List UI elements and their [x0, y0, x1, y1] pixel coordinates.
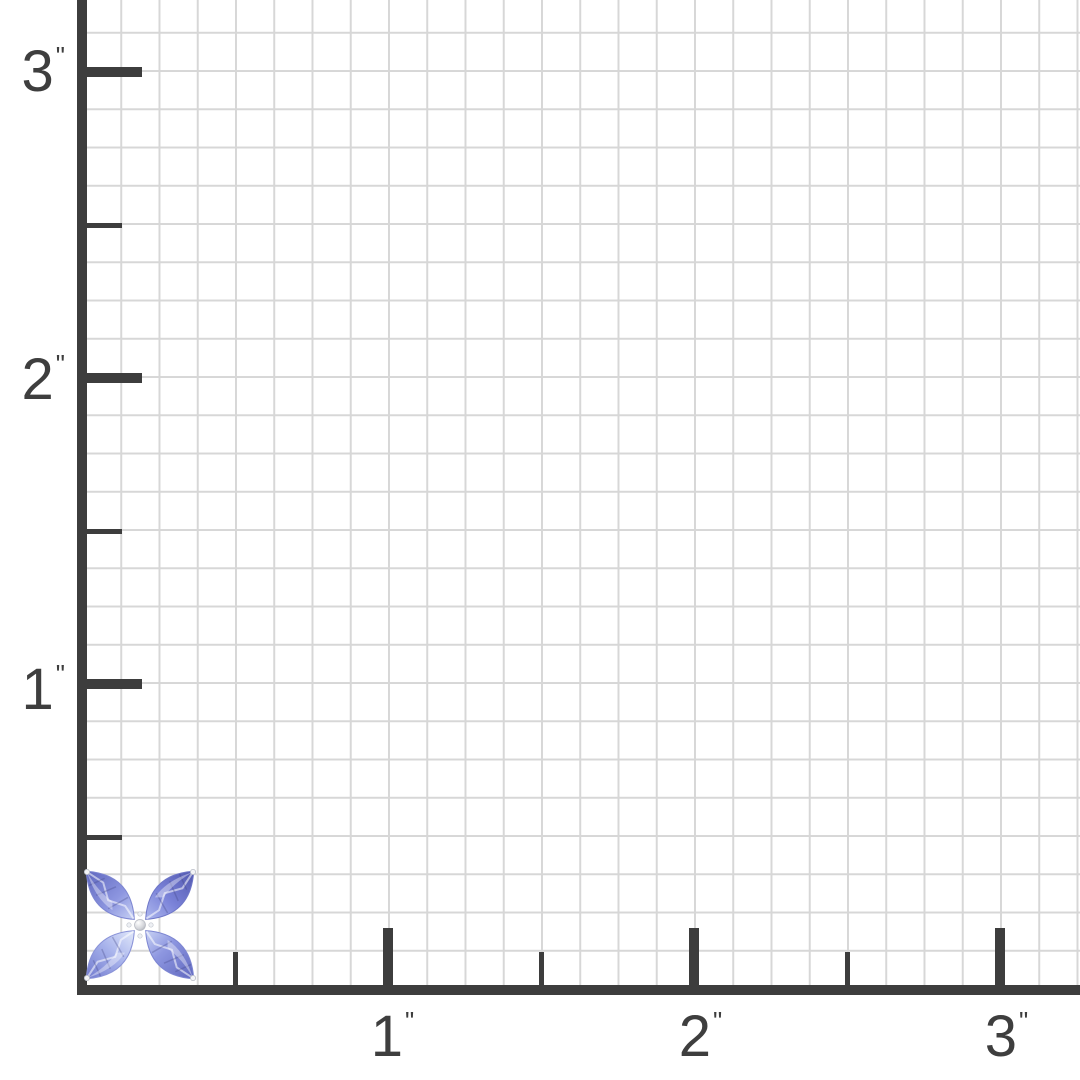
- y-axis-label-3in: 3": [22, 41, 66, 101]
- inch-mark: ": [713, 1006, 722, 1036]
- x-minor-tick-0-5in: [233, 952, 238, 985]
- x-major-tick-1in: [383, 928, 393, 985]
- x-axis-label-2in: 2": [630, 1008, 770, 1066]
- y-axis-label-2in-value: 2: [21, 347, 54, 412]
- y-major-tick-3in: [80, 67, 142, 77]
- y-axis-label-1in-value: 1: [21, 657, 54, 722]
- x-minor-tick-2-5in: [845, 952, 850, 985]
- x-axis-label-3in: 3": [936, 1008, 1076, 1066]
- y-major-tick-1in: [80, 679, 142, 689]
- inch-mark: ": [55, 41, 65, 71]
- y-axis: [77, 0, 87, 995]
- y-minor-tick-0-5in: [80, 835, 122, 840]
- x-axis-label-3in-value: 3: [984, 1004, 1018, 1069]
- petal-top-right: [134, 869, 196, 931]
- y-minor-tick-1-5in: [80, 529, 122, 534]
- y-axis-label-3in-value: 3: [21, 39, 54, 104]
- x-axis-label-1in: 1": [322, 1008, 462, 1066]
- x-axis-label-1in-value: 1: [370, 1004, 404, 1069]
- prong: [137, 933, 143, 939]
- x-minor-tick-1-5in: [539, 952, 544, 985]
- x-axis-label-2in-value: 2: [678, 1004, 712, 1069]
- y-major-tick-2in: [80, 373, 142, 383]
- y-axis-label-1in: 1": [22, 659, 66, 719]
- inch-mark: ": [55, 349, 65, 379]
- gemstone-flower-image: [84, 869, 196, 981]
- center-bead: [134, 919, 146, 931]
- grid-area: [82, 0, 1080, 990]
- y-axis-label-2in: 2": [22, 349, 66, 409]
- x-major-tick-2in: [689, 928, 699, 985]
- y-minor-tick-2-5in: [80, 223, 122, 228]
- x-major-tick-3in: [995, 928, 1005, 985]
- petal-top-left: [84, 869, 146, 931]
- inch-mark: ": [405, 1006, 414, 1036]
- x-axis: [77, 985, 1080, 995]
- inch-mark: ": [1019, 1006, 1028, 1036]
- inch-mark: ": [55, 659, 65, 689]
- prong: [148, 922, 154, 928]
- petal-bottom-right: [134, 919, 196, 981]
- prong: [137, 911, 143, 917]
- prong: [126, 922, 132, 928]
- petal-bottom-left: [84, 919, 146, 981]
